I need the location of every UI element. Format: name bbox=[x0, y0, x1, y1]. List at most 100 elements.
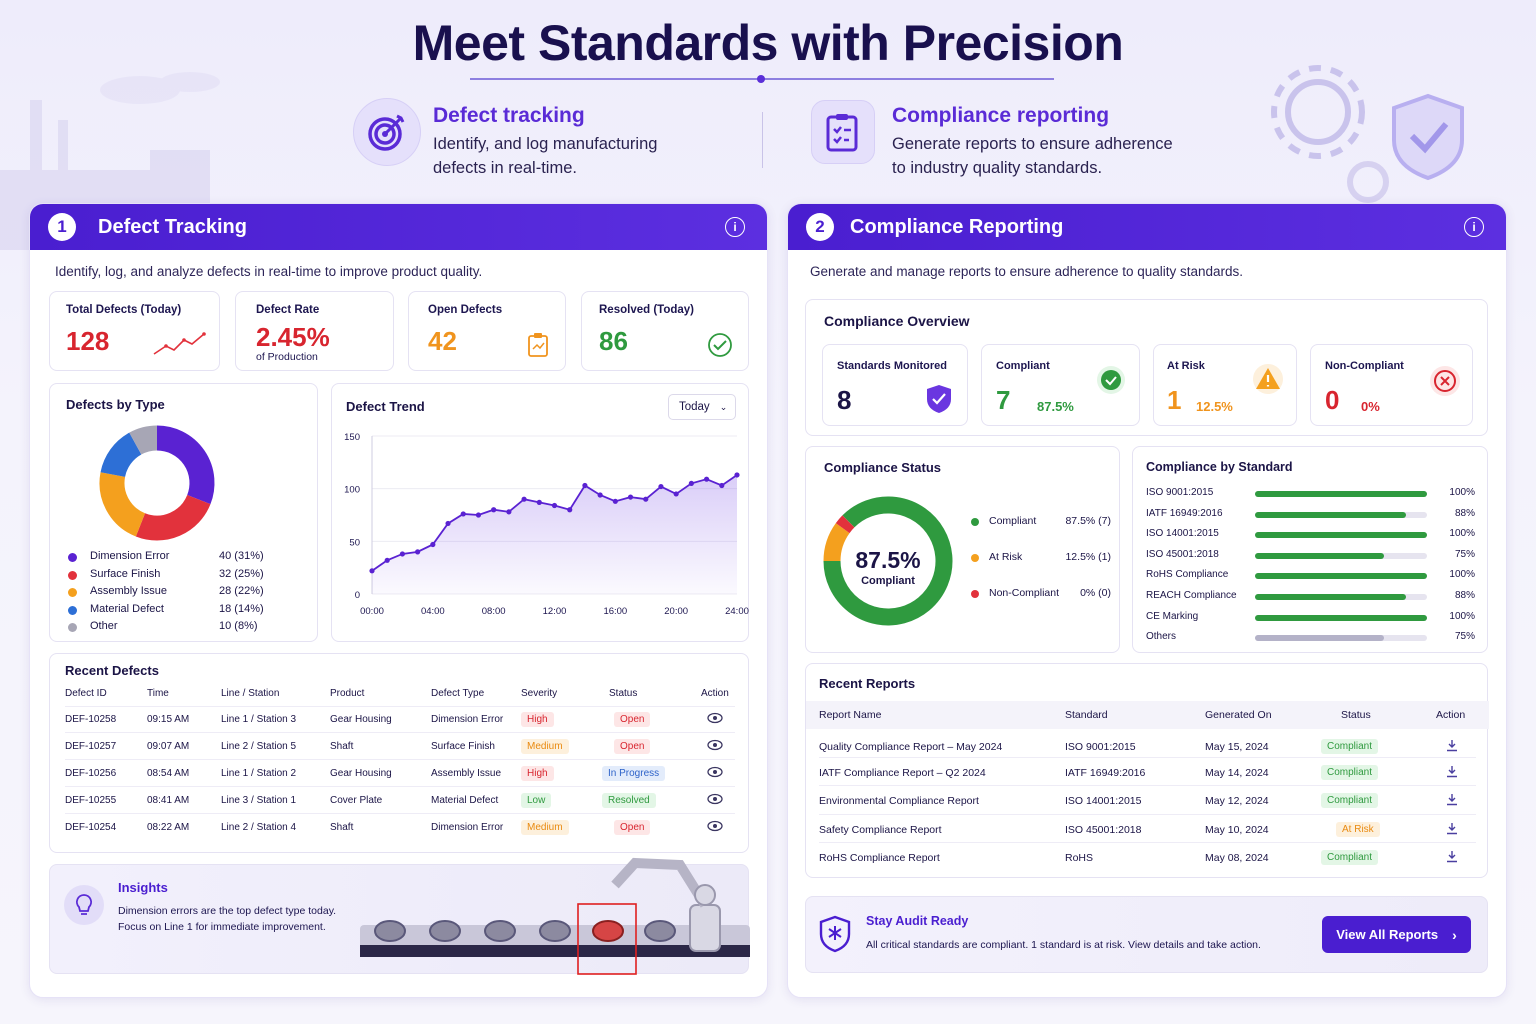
legend-value: 10 (8%) bbox=[219, 620, 258, 632]
compliance-overview-card: Compliance Overview Standards Monitored … bbox=[805, 299, 1488, 436]
view-eye-icon[interactable] bbox=[707, 793, 723, 808]
title-divider-dot bbox=[757, 75, 765, 83]
chevron-right-icon: › bbox=[1452, 926, 1457, 943]
standard-value: 88% bbox=[1454, 507, 1475, 519]
table-row[interactable]: DEF-10257 09:07 AM Line 2 / Station 5 Shaft… bbox=[65, 733, 735, 760]
trend-point bbox=[567, 507, 573, 513]
clipboard-icon bbox=[528, 333, 548, 357]
download-icon[interactable] bbox=[1446, 765, 1458, 781]
report-standard: IATF 16949:2016 bbox=[1065, 766, 1146, 779]
feature-title: Defect tracking bbox=[433, 104, 585, 127]
defect-line: Line 2 / Station 4 bbox=[221, 822, 297, 833]
legend-label: Dimension Error bbox=[90, 550, 170, 562]
kpi-value: 2.45% bbox=[256, 322, 330, 352]
download-icon[interactable] bbox=[1446, 822, 1458, 838]
column-header: Time bbox=[147, 688, 169, 699]
legend-item: At Risk 12.5% (1) bbox=[971, 551, 1111, 587]
view-eye-icon[interactable] bbox=[707, 766, 723, 781]
trend-range-dropdown[interactable]: Today ⌄ bbox=[668, 394, 736, 420]
y-tick-label: 50 bbox=[349, 537, 360, 548]
download-icon[interactable] bbox=[1446, 739, 1458, 755]
table-row[interactable]: DEF-10258 09:15 AM Line 1 / Station 3 Gear … bbox=[65, 706, 735, 733]
audit-ready-card: Stay Audit Ready All critical standards … bbox=[805, 896, 1488, 973]
panel-header: 2 Compliance Reporting i bbox=[788, 204, 1506, 250]
card-title: Defect Trend bbox=[346, 399, 425, 414]
standard-label: IATF 16949:2016 bbox=[1146, 507, 1223, 519]
standard-bar-fill bbox=[1255, 573, 1427, 580]
defect-product: Shaft bbox=[330, 741, 354, 752]
info-icon[interactable]: i bbox=[725, 217, 745, 237]
defect-time: 08:41 AM bbox=[147, 795, 190, 806]
overview-value: 8 bbox=[837, 385, 852, 415]
kpi-sub: of Production bbox=[256, 351, 318, 363]
info-icon[interactable]: i bbox=[1464, 217, 1484, 237]
standard-value: 75% bbox=[1454, 548, 1475, 560]
gear-icon bbox=[1271, 65, 1365, 159]
donut-slice-0 bbox=[823, 496, 953, 626]
table-row[interactable]: DEF-10256 08:54 AM Line 1 / Station 2 Gear … bbox=[65, 760, 735, 787]
report-standard: ISO 9001:2015 bbox=[1065, 741, 1136, 753]
column-header: Action bbox=[1436, 709, 1466, 721]
trend-point bbox=[597, 492, 603, 498]
table-row[interactable]: DEF-10255 08:41 AM Line 3 / Station 1 Cover… bbox=[65, 787, 735, 814]
defect-tracking-panel: 1 Defect Tracking i Identify, log, and a… bbox=[29, 203, 768, 998]
legend-label: Non-Compliant bbox=[989, 587, 1060, 599]
feature-defect: Defect tracking Identify, and log manufa… bbox=[433, 104, 657, 180]
view-eye-icon[interactable] bbox=[707, 820, 723, 835]
feature-desc-line: Identify, and log manufacturing bbox=[433, 135, 658, 153]
shield-star-icon bbox=[819, 915, 851, 953]
legend-value: 87.5% (7) bbox=[1065, 515, 1111, 527]
standard-bar-fill bbox=[1255, 635, 1384, 642]
trend-point bbox=[643, 496, 649, 502]
kpi-value: 42 bbox=[428, 326, 457, 356]
defect-product: Gear Housing bbox=[330, 714, 392, 725]
download-icon[interactable] bbox=[1446, 793, 1458, 809]
defect-time: 09:07 AM bbox=[147, 741, 190, 752]
table-row[interactable]: Quality Compliance Report – May 2024 ISO … bbox=[819, 729, 1476, 758]
download-icon[interactable] bbox=[1446, 850, 1458, 866]
view-eye-icon[interactable] bbox=[707, 739, 723, 754]
defect-product: Cover Plate bbox=[330, 795, 383, 806]
table-row[interactable]: DEF-10254 08:22 AM Line 2 / Station 4 Shaft… bbox=[65, 814, 735, 841]
table-row[interactable]: Environmental Compliance Report ISO 14001… bbox=[819, 786, 1476, 815]
trend-point bbox=[491, 507, 497, 513]
standard-label: Others bbox=[1146, 631, 1177, 643]
defect-line: Line 1 / Station 2 bbox=[221, 768, 297, 779]
kpi-defect-rate: Defect Rate 2.45% of Production bbox=[235, 291, 394, 371]
severity-badge: Medium bbox=[521, 739, 569, 754]
legend-value: 0% (0) bbox=[1080, 587, 1111, 599]
standard-label: REACH Compliance bbox=[1146, 590, 1237, 601]
legend-item: Assembly Issue 28 (22%) bbox=[68, 585, 308, 603]
x-tick-label: 00:00 bbox=[360, 606, 384, 617]
legend-dot bbox=[971, 518, 979, 526]
table-row[interactable]: RoHS Compliance Report RoHS May 08, 2024 Co… bbox=[819, 843, 1476, 872]
view-all-reports-button[interactable]: View All Reports › bbox=[1322, 916, 1471, 953]
defect-id: DEF-10258 bbox=[65, 714, 117, 725]
report-date: May 10, 2024 bbox=[1205, 823, 1269, 836]
feature-title: Compliance reporting bbox=[892, 104, 1110, 127]
overview-non-compliant: Non-Compliant 0 0% bbox=[1310, 344, 1473, 426]
y-tick-label: 0 bbox=[355, 590, 360, 601]
kpi-total-defects: Total Defects (Today) 128 bbox=[49, 291, 220, 371]
legend-label: Assembly Issue bbox=[90, 585, 168, 597]
overview-label: At Risk bbox=[1167, 360, 1205, 372]
status-badge: Compliant bbox=[1321, 739, 1379, 754]
x-tick-label: 20:00 bbox=[664, 606, 688, 617]
insights-card: Insights Dimension errors are the top de… bbox=[49, 857, 750, 975]
table-header: Report Name Standard Generated On Status Act… bbox=[806, 701, 1489, 729]
status-badge: Open bbox=[614, 820, 651, 835]
trend-point bbox=[673, 491, 679, 497]
legend-dot bbox=[971, 590, 979, 598]
column-header: Defect ID bbox=[65, 688, 107, 699]
table-header: Defect ID Time Line / Station Product Defect… bbox=[50, 684, 750, 706]
legend-value: 40 (31%) bbox=[219, 550, 264, 562]
report-date: May 15, 2024 bbox=[1205, 741, 1269, 753]
shield-check-icon bbox=[1392, 93, 1464, 181]
table-row[interactable]: IATF Compliance Report – Q2 2024 IATF 169… bbox=[819, 758, 1476, 786]
overview-pct: 87.5% bbox=[1037, 399, 1074, 414]
trend-point bbox=[430, 541, 436, 548]
report-name: Environmental Compliance Report bbox=[819, 795, 979, 807]
view-eye-icon[interactable] bbox=[707, 712, 723, 727]
table-row[interactable]: Safety Compliance Report ISO 45001:2018 Ma… bbox=[819, 815, 1476, 843]
legend-item: Surface Finish 32 (25%) bbox=[68, 568, 308, 586]
